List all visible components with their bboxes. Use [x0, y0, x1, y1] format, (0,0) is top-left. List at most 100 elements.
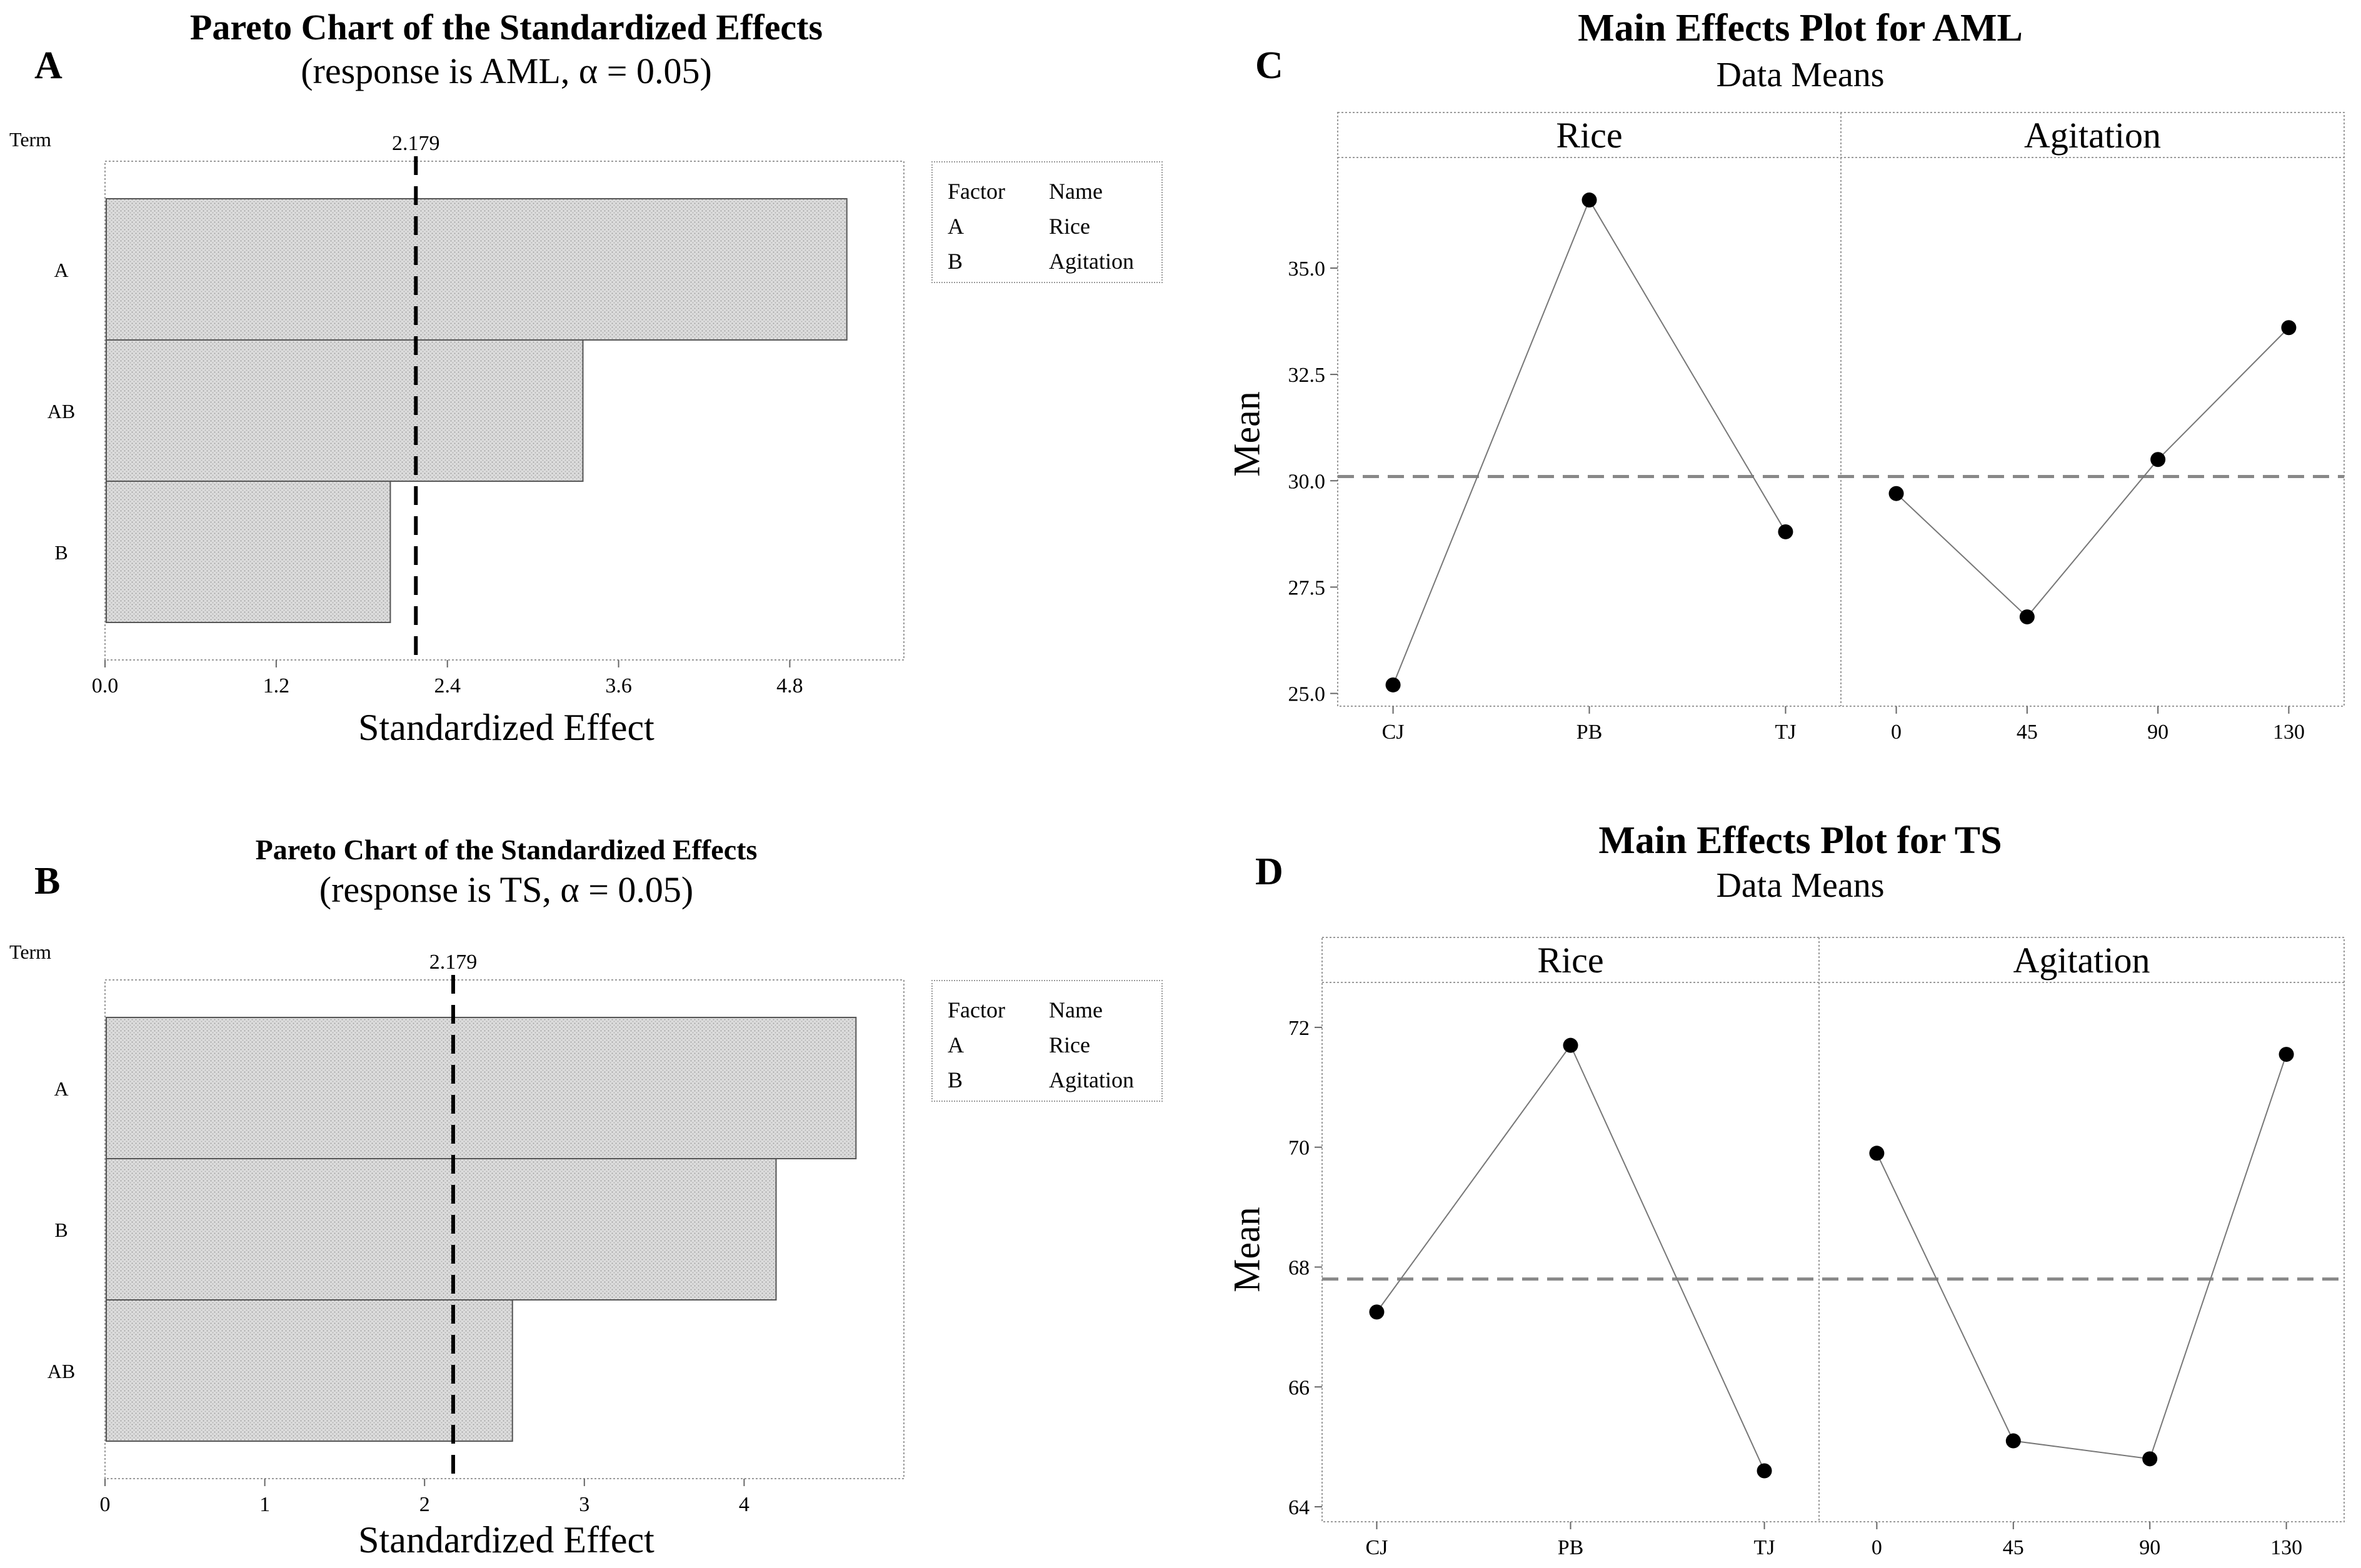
chart-d-x-tick-label: 90: [2139, 1536, 2160, 1559]
legend-header-factor: Factor: [948, 179, 1005, 204]
chart-a-legend: Factor Name A Rice B Agitation: [931, 161, 1163, 283]
chart-c-y-tick-label: 25.0: [1288, 683, 1326, 706]
chart-a-reference-label: 2.179: [392, 132, 440, 155]
chart-d-y-tick-label: 66: [1288, 1376, 1310, 1399]
panel-label-d: D: [1255, 851, 1283, 893]
chart-d-x-tick-label: 45: [2003, 1536, 2024, 1559]
legend-header-factor: Factor: [948, 997, 1005, 1022]
chart-a-x-tick-label: 0.0: [92, 674, 119, 697]
chart-b-category-label: AB: [48, 1360, 75, 1382]
chart-b-legend: Factor Name A Rice B Agitation: [931, 980, 1163, 1102]
chart-a-plot-frame: [104, 161, 905, 661]
chart-a-xlabel: Standardized Effect: [358, 707, 654, 748]
legend-factor: B: [948, 249, 963, 274]
chart-d-point-agitation-90: [2142, 1451, 2158, 1467]
chart-c-point-rice-tj: [1778, 524, 1793, 539]
chart-b-x-tick-label: 1: [259, 1493, 270, 1516]
legend-name: Rice: [1048, 1032, 1090, 1057]
chart-a-bar-ab: [106, 339, 584, 482]
chart-b-title: Pareto Chart of the Standardized Effects: [255, 834, 758, 866]
chart-b-ylabel: Term: [9, 941, 52, 963]
chart-a-category-label: A: [54, 259, 68, 281]
chart-d-y-tick-label: 68: [1288, 1256, 1310, 1279]
chart-d-series-line-agitation: [1876, 1054, 2287, 1460]
chart-a-ylabel: Term: [9, 128, 52, 151]
chart-d-y-tick-label: 64: [1288, 1496, 1310, 1519]
chart-b-x-tick-label: 2: [419, 1493, 430, 1516]
chart-c-x-tick-label: 45: [2017, 721, 2038, 744]
chart-c-x-tick-label: PB: [1577, 721, 1603, 744]
chart-b-x-tick-label: 0: [100, 1493, 111, 1516]
chart-b-category-label: B: [54, 1219, 68, 1241]
legend-header-name: Name: [1048, 179, 1103, 204]
chart-c-y-tick-label: 30.0: [1288, 470, 1326, 493]
chart-a-bar-a: [106, 198, 848, 341]
chart-d-point-agitation-0: [1869, 1146, 1885, 1161]
legend-name: Rice: [1048, 214, 1090, 239]
chart-b-x-tick-label: 3: [579, 1493, 589, 1516]
chart-c-point-agitation-0: [1888, 486, 1904, 501]
panel-label-a: A: [34, 44, 63, 87]
chart-b-x-tick-label: 4: [739, 1493, 749, 1516]
chart-d-plot: 64 66 68 70 72 Rice CJ PB TJ Agitation 0 45 90 130: [1288, 937, 2345, 1559]
chart-d-title: Main Effects Plot for TS: [1598, 819, 2002, 862]
chart-c-point-rice-cj: [1385, 677, 1401, 692]
chart-b-reference-label: 2.179: [429, 951, 478, 974]
chart-c-x-tick-label: 90: [2147, 721, 2168, 744]
chart-c-point-agitation-45: [2019, 609, 2035, 625]
legend-factor: B: [948, 1067, 963, 1092]
chart-d-x-tick-label: PB: [1558, 1536, 1584, 1559]
chart-c-panel-header-agitation: Agitation: [2024, 115, 2161, 156]
chart-d-point-rice-cj: [1369, 1304, 1385, 1320]
chart-d-plot-frame: [1321, 937, 2345, 1522]
legend-name: Agitation: [1048, 1067, 1134, 1092]
chart-d-x-tick-label: TJ: [1754, 1536, 1775, 1559]
chart-a-plot: A AB B 2.179 0.0 1.2 2.4 3.6 4.8: [48, 132, 905, 697]
chart-d-panel-header-agitation: Agitation: [2013, 940, 2150, 981]
legend-factor: A: [948, 1032, 964, 1057]
chart-c-x-tick-label: 130: [2273, 721, 2305, 744]
chart-b-plot-frame: [104, 979, 905, 1479]
chart-c-panel-header-rice: Rice: [1556, 115, 1622, 156]
legend-header-name: Name: [1048, 997, 1103, 1022]
chart-c-title: Main Effects Plot for AML: [1578, 7, 2023, 49]
chart-b-subtitle: (response is TS, α = 0.05): [319, 869, 694, 910]
chart-c-y-tick-label: 32.5: [1288, 364, 1326, 387]
chart-d-y-tick-label: 70: [1288, 1137, 1310, 1160]
chart-c-x-tick-label: 0: [1891, 721, 1902, 744]
chart-d-panel-header-rice: Rice: [1537, 940, 1603, 981]
chart-c-x-tick-label: CJ: [1382, 721, 1405, 744]
chart-c-point-agitation-90: [2150, 452, 2166, 467]
chart-d-point-rice-pb: [1563, 1037, 1578, 1053]
legend-name: Agitation: [1048, 249, 1134, 274]
chart-d-y-tick-label: 72: [1288, 1017, 1310, 1040]
chart-b-category-label: A: [54, 1077, 68, 1100]
chart-b-xlabel: Standardized Effect: [358, 1519, 654, 1561]
chart-d-point-agitation-130: [2278, 1047, 2294, 1062]
chart-c-y-tick-label: 35.0: [1288, 257, 1326, 281]
chart-b-bar-a: [106, 1017, 857, 1159]
legend-factor: A: [948, 214, 964, 239]
panel-label-b: B: [34, 860, 61, 902]
chart-c-y-tick-label: 27.5: [1288, 576, 1326, 599]
chart-c-subtitle: Data Means: [1716, 56, 1885, 94]
chart-a-subtitle: (response is AML, α = 0.05): [301, 51, 712, 91]
chart-d-x-tick-label: 0: [1872, 1536, 1882, 1559]
chart-b-bar-b: [106, 1158, 777, 1301]
chart-a-category-label: AB: [48, 400, 75, 422]
chart-d-point-rice-tj: [1757, 1463, 1772, 1479]
chart-a-title: Pareto Chart of the Standardized Effects: [189, 7, 823, 47]
chart-c-point-rice-pb: [1582, 192, 1597, 208]
chart-a-x-tick-label: 2.4: [434, 674, 461, 697]
chart-a-x-tick-label: 1.2: [263, 674, 290, 697]
panel-label-c: C: [1255, 44, 1283, 87]
chart-d-x-tick-label: CJ: [1365, 1536, 1388, 1559]
chart-a-category-label: B: [54, 541, 68, 564]
chart-c-plot: 25.0 27.5 30.0 32.5 35.0 Rice CJ PB TJ Agitation 0…: [1288, 112, 2345, 744]
chart-d-subtitle: Data Means: [1716, 866, 1885, 905]
chart-a-x-tick-label: 3.6: [605, 674, 632, 697]
chart-d-point-agitation-45: [2005, 1433, 2021, 1449]
chart-d-series-line-rice: [1376, 1044, 1765, 1471]
chart-c-point-agitation-130: [2281, 320, 2297, 336]
